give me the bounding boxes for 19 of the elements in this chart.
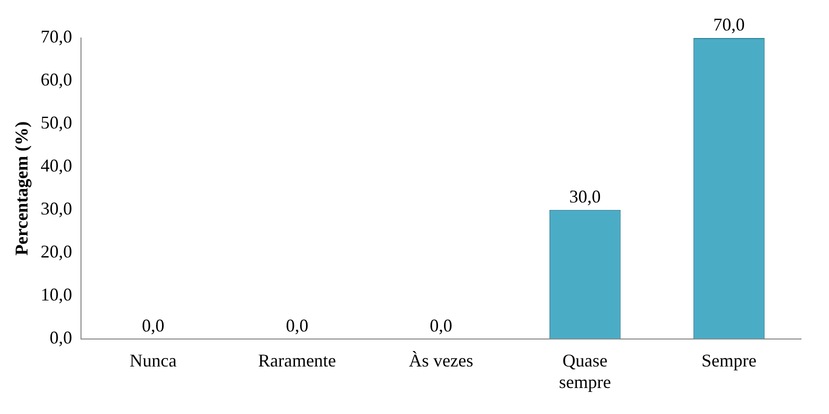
x-tick-label: Às vezes xyxy=(408,350,474,370)
data-label: 0,0 xyxy=(430,316,452,336)
y-tick-label: 70,0 xyxy=(40,26,72,47)
x-tick-label: Quase sempre xyxy=(559,350,612,392)
y-tick-label: 0,0 xyxy=(50,328,72,348)
data-label: 0,0 xyxy=(142,316,164,336)
data-label: 70,0 xyxy=(713,14,745,35)
y-tick-label: 40,0 xyxy=(40,156,72,176)
x-tick-label: Nunca xyxy=(130,350,177,370)
x-tick-label: Raramente xyxy=(258,350,336,370)
y-tick-label: 10,0 xyxy=(40,284,72,305)
y-tick-label: 50,0 xyxy=(40,112,72,133)
x-tick-label: Sempre xyxy=(702,350,757,370)
data-label: 30,0 xyxy=(569,186,601,207)
data-label: 0,0 xyxy=(286,316,308,336)
y-tick-label: 60,0 xyxy=(40,70,72,90)
y-tick-label: 20,0 xyxy=(40,242,72,262)
y-axis-title: Percentagem (%) xyxy=(11,121,32,256)
y-tick-label: 30,0 xyxy=(40,198,72,219)
